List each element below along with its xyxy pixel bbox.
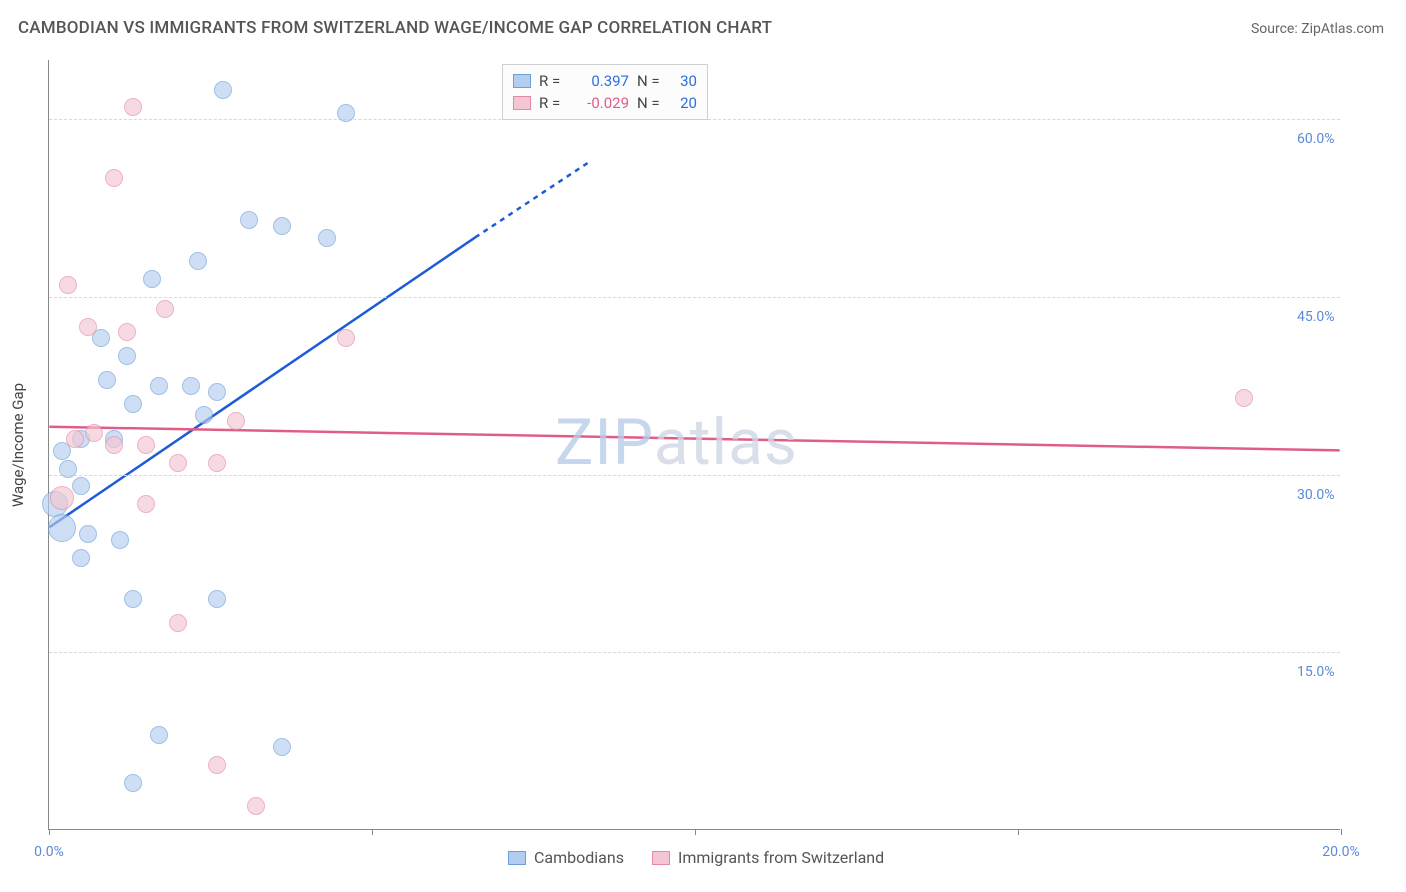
data-point <box>59 460 77 478</box>
legend-series: Cambodians Immigrants from Switzerland <box>508 848 884 867</box>
data-point <box>208 590 226 608</box>
data-point <box>208 756 226 774</box>
data-point <box>124 590 142 608</box>
gridline-horizontal <box>49 297 1340 298</box>
legend-n-value: 20 <box>671 94 697 112</box>
data-point <box>111 531 129 549</box>
y-axis-label: Wage/Income Gap <box>9 383 27 507</box>
legend-correlation: R = 0.397 N = 30 R = -0.029 N = 20 <box>502 64 708 120</box>
data-point <box>169 454 187 472</box>
data-point <box>124 98 142 116</box>
gridline-horizontal <box>49 652 1340 653</box>
watermark: ZIPatlas <box>555 405 798 480</box>
data-point <box>118 323 136 341</box>
legend-n-label: N = <box>637 94 663 112</box>
data-point <box>337 104 355 122</box>
data-point <box>208 454 226 472</box>
data-point <box>182 377 200 395</box>
legend-item: Immigrants from Switzerland <box>652 848 884 867</box>
data-point <box>105 436 123 454</box>
trend-line-dashed <box>475 161 591 238</box>
data-point <box>189 252 207 270</box>
data-point <box>208 383 226 401</box>
y-tick-label: 60.0% <box>1297 131 1335 147</box>
data-point <box>124 395 142 413</box>
legend-r-value: 0.397 <box>573 72 629 90</box>
y-tick-label: 15.0% <box>1297 664 1335 680</box>
x-tick-label: 20.0% <box>1322 844 1360 860</box>
legend-r-value: -0.029 <box>573 94 629 112</box>
data-point <box>98 371 116 389</box>
data-point <box>124 774 142 792</box>
legend-row: R = 0.397 N = 30 <box>513 70 697 92</box>
data-point <box>247 797 265 815</box>
data-point <box>318 229 336 247</box>
y-tick-label: 30.0% <box>1297 487 1335 503</box>
data-point <box>150 726 168 744</box>
legend-r-label: R = <box>539 72 565 90</box>
data-point <box>48 514 76 542</box>
legend-swatch <box>508 851 526 865</box>
x-tick <box>49 829 50 835</box>
legend-swatch <box>652 851 670 865</box>
data-point <box>240 211 258 229</box>
data-point <box>143 270 161 288</box>
data-point <box>214 81 232 99</box>
legend-label: Cambodians <box>534 848 624 867</box>
data-point <box>137 436 155 454</box>
data-point <box>79 318 97 336</box>
data-point <box>118 347 136 365</box>
gridline-horizontal <box>49 475 1340 476</box>
data-point <box>1235 389 1253 407</box>
source-label: Source: ZipAtlas.com <box>1251 21 1384 37</box>
trend-svg <box>49 60 1340 829</box>
trend-line <box>49 427 1339 451</box>
x-tick <box>1018 829 1019 835</box>
data-point <box>85 424 103 442</box>
data-point <box>50 486 74 510</box>
legend-label: Immigrants from Switzerland <box>678 848 884 867</box>
legend-item: Cambodians <box>508 848 624 867</box>
data-point <box>273 217 291 235</box>
data-point <box>169 614 187 632</box>
data-point <box>156 300 174 318</box>
data-point <box>59 276 77 294</box>
data-point <box>273 738 291 756</box>
data-point <box>72 477 90 495</box>
data-point <box>137 495 155 513</box>
scatter-chart: Wage/Income Gap ZIPatlas 15.0%30.0%45.0%… <box>48 60 1388 830</box>
data-point <box>150 377 168 395</box>
x-tick <box>1341 829 1342 835</box>
x-tick <box>695 829 696 835</box>
data-point <box>227 412 245 430</box>
data-point <box>195 406 213 424</box>
y-tick-label: 45.0% <box>1297 309 1335 325</box>
x-tick-label: 0.0% <box>34 844 64 860</box>
legend-n-value: 30 <box>671 72 697 90</box>
plot-area: ZIPatlas 15.0%30.0%45.0%60.0%0.0%20.0% <box>48 60 1340 830</box>
data-point <box>79 525 97 543</box>
x-tick <box>372 829 373 835</box>
data-point <box>66 430 84 448</box>
legend-r-label: R = <box>539 94 565 112</box>
legend-swatch <box>513 96 531 110</box>
data-point <box>337 329 355 347</box>
chart-title: CAMBODIAN VS IMMIGRANTS FROM SWITZERLAND… <box>18 18 772 38</box>
data-point <box>105 169 123 187</box>
legend-swatch <box>513 74 531 88</box>
data-point <box>72 549 90 567</box>
legend-row: R = -0.029 N = 20 <box>513 92 697 114</box>
legend-n-label: N = <box>637 72 663 90</box>
